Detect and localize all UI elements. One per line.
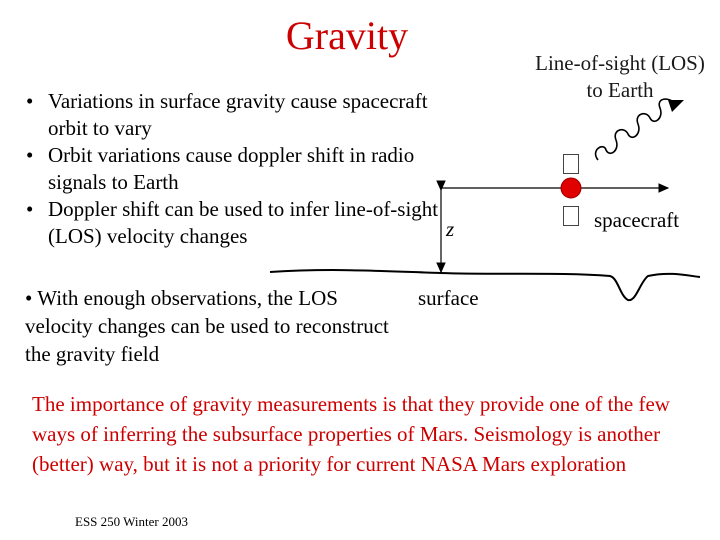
los-label: Line-of-sight (LOS) to Earth <box>535 51 705 102</box>
solar-panel-icon <box>563 206 579 226</box>
solar-panel-icon <box>563 154 579 174</box>
bullet-item: Orbit variations cause doppler shift in … <box>22 142 442 196</box>
bullet-list: Variations in surface gravity cause spac… <box>22 88 442 250</box>
bullet-item: Doppler shift can be used to infer line-… <box>22 196 442 250</box>
importance-text: The importance of gravity measurements i… <box>32 392 670 476</box>
bullet-item: Variations in surface gravity cause spac… <box>22 88 442 142</box>
surface-label: surface <box>418 286 479 310</box>
slide-title: Gravity <box>285 13 409 58</box>
altitude-label: z <box>446 217 455 241</box>
extra-bullet: • With enough observations, the LOS velo… <box>25 286 389 366</box>
spacecraft-icon <box>560 177 582 199</box>
los-arrowhead <box>668 100 684 112</box>
los-wave <box>594 98 677 161</box>
footer-text: ESS 250 Winter 2003 <box>75 514 188 529</box>
surface-line <box>269 269 701 302</box>
spacecraft-label: spacecraft <box>594 208 680 232</box>
